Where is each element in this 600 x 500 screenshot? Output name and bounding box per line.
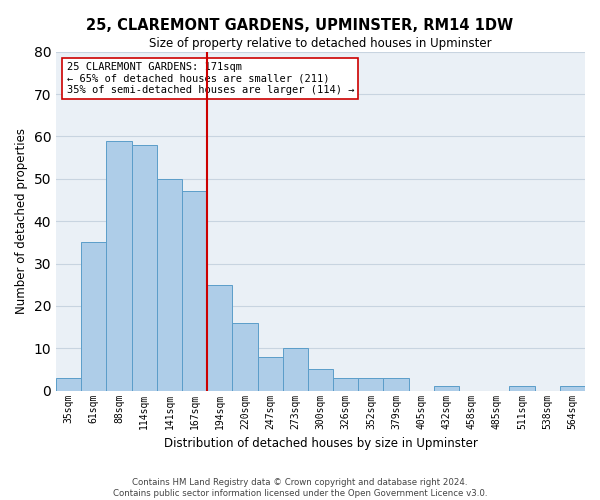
Bar bbox=[56, 378, 81, 390]
Bar bbox=[509, 386, 535, 390]
Title: Size of property relative to detached houses in Upminster: Size of property relative to detached ho… bbox=[149, 38, 492, 51]
Bar bbox=[81, 242, 106, 390]
Bar bbox=[434, 386, 459, 390]
Bar bbox=[257, 356, 283, 390]
Bar bbox=[560, 386, 585, 390]
Bar bbox=[131, 145, 157, 390]
Bar bbox=[232, 323, 257, 390]
Text: 25, CLAREMONT GARDENS, UPMINSTER, RM14 1DW: 25, CLAREMONT GARDENS, UPMINSTER, RM14 1… bbox=[86, 18, 514, 32]
Text: Contains HM Land Registry data © Crown copyright and database right 2024.
Contai: Contains HM Land Registry data © Crown c… bbox=[113, 478, 487, 498]
Bar bbox=[358, 378, 383, 390]
Bar bbox=[182, 192, 207, 390]
Bar bbox=[106, 140, 131, 390]
Bar bbox=[383, 378, 409, 390]
Bar bbox=[308, 370, 333, 390]
Bar bbox=[283, 348, 308, 391]
X-axis label: Distribution of detached houses by size in Upminster: Distribution of detached houses by size … bbox=[164, 437, 478, 450]
Y-axis label: Number of detached properties: Number of detached properties bbox=[15, 128, 28, 314]
Bar bbox=[333, 378, 358, 390]
Bar bbox=[207, 284, 232, 391]
Bar bbox=[157, 179, 182, 390]
Text: 25 CLAREMONT GARDENS: 171sqm
← 65% of detached houses are smaller (211)
35% of s: 25 CLAREMONT GARDENS: 171sqm ← 65% of de… bbox=[67, 62, 354, 95]
